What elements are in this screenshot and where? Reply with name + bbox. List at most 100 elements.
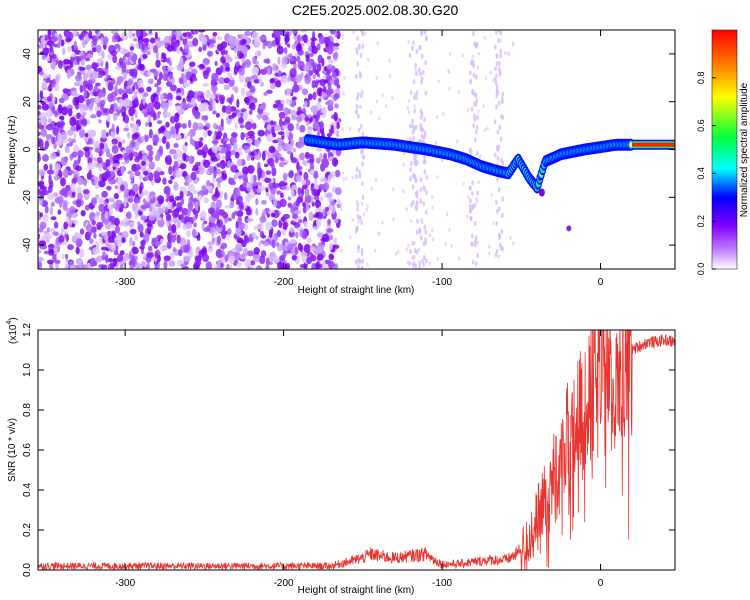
noise-speck: [153, 101, 161, 110]
noise-speck: [175, 95, 182, 101]
noise-speck: [126, 211, 132, 220]
noise-speck: [268, 182, 275, 190]
noise-speck: [226, 160, 232, 168]
y-tick-label: 0: [22, 146, 33, 152]
noise-speck: [282, 172, 288, 181]
noise-speck: [131, 133, 139, 140]
noise-speck: [65, 37, 72, 43]
noise-speck: [185, 221, 193, 230]
noise-speck: [242, 173, 248, 183]
streak-speck: [359, 53, 363, 59]
streak-speck: [419, 71, 422, 77]
noise-speck: [296, 55, 301, 63]
noise-speck: [44, 42, 48, 48]
noise-speck: [255, 235, 259, 240]
noise-speck: [123, 127, 130, 132]
noise-speck: [175, 105, 182, 112]
noise-speck: [133, 197, 141, 204]
noise-speck: [74, 81, 81, 87]
noise-speck: [326, 55, 332, 60]
streak-speck: [476, 114, 479, 120]
colorbar-tick-label: 0.0: [696, 263, 706, 276]
noise-speck: [166, 58, 170, 64]
noise-speck: [201, 222, 205, 230]
noise-speck: [148, 161, 155, 170]
noise-speck: [147, 115, 152, 124]
sparse-speck: [410, 218, 413, 223]
noise-speck: [329, 128, 334, 135]
sparse-speck: [355, 199, 359, 204]
noise-speck: [207, 188, 213, 194]
noise-speck: [283, 47, 288, 54]
noise-speck: [272, 103, 278, 109]
noise-speck: [262, 43, 266, 50]
noise-speck: [190, 192, 194, 202]
noise-speck: [272, 198, 278, 208]
noise-speck: [265, 221, 272, 231]
noise-speck: [195, 145, 199, 150]
streak-speck: [357, 245, 360, 251]
sparse-speck: [435, 115, 439, 120]
noise-speck: [166, 240, 172, 250]
streak-speck: [415, 49, 419, 55]
noise-speck: [117, 176, 124, 187]
noise-speck: [333, 78, 339, 86]
noise-speck: [91, 47, 97, 53]
noise-speck: [43, 213, 49, 222]
noise-speck: [146, 252, 154, 258]
noise-speck: [112, 258, 117, 267]
noise-speck: [52, 104, 56, 115]
noise-speck: [297, 34, 302, 44]
noise-speck: [92, 90, 100, 97]
noise-speck: [220, 242, 228, 249]
noise-speck: [320, 244, 325, 253]
streak-speck: [473, 91, 477, 97]
streak-speck: [421, 69, 425, 75]
noise-speck: [204, 115, 209, 121]
noise-speck: [287, 196, 292, 201]
noise-speck: [121, 237, 126, 244]
noise-speck: [291, 43, 297, 50]
noise-speck: [247, 130, 255, 137]
noise-speck: [180, 216, 186, 223]
snr-x-axis-label: Height of straight line (km): [298, 585, 415, 596]
noise-speck: [223, 137, 230, 142]
noise-speck: [73, 132, 77, 140]
noise-speck: [237, 216, 243, 225]
streak-speck: [476, 253, 479, 259]
noise-speck: [84, 57, 90, 62]
noise-speck: [161, 136, 167, 144]
noise-speck: [282, 250, 287, 259]
noise-speck: [50, 152, 57, 160]
x-tick-label: -100: [432, 277, 452, 288]
noise-speck: [325, 206, 330, 212]
noise-speck: [101, 251, 107, 256]
noise-speck: [134, 144, 140, 151]
noise-speck: [80, 107, 85, 114]
streak-speck: [417, 67, 421, 73]
noise-speck: [139, 185, 143, 195]
noise-speck: [176, 234, 181, 244]
sparse-speck: [431, 228, 434, 233]
noise-speck: [47, 74, 52, 79]
noise-speck: [112, 154, 120, 164]
noise-speck: [304, 76, 311, 85]
noise-speck: [163, 255, 171, 262]
noise-speck: [258, 222, 264, 231]
noise-speck: [311, 262, 317, 269]
noise-speck: [297, 187, 302, 196]
noise-speck: [221, 147, 228, 154]
streak-speck: [411, 199, 415, 205]
sparse-speck: [406, 106, 410, 111]
spectrogram-y-axis-label: Frequency (Hz): [7, 116, 18, 185]
noise-speck: [257, 50, 261, 57]
noise-speck: [135, 262, 142, 269]
noise-speck: [261, 102, 266, 111]
noise-speck: [183, 189, 188, 196]
noise-speck: [252, 122, 257, 130]
noise-speck: [74, 97, 80, 106]
streak-speck: [474, 137, 477, 143]
noise-speck: [93, 232, 97, 239]
noise-speck: [102, 35, 109, 46]
streak-speck: [414, 124, 418, 130]
